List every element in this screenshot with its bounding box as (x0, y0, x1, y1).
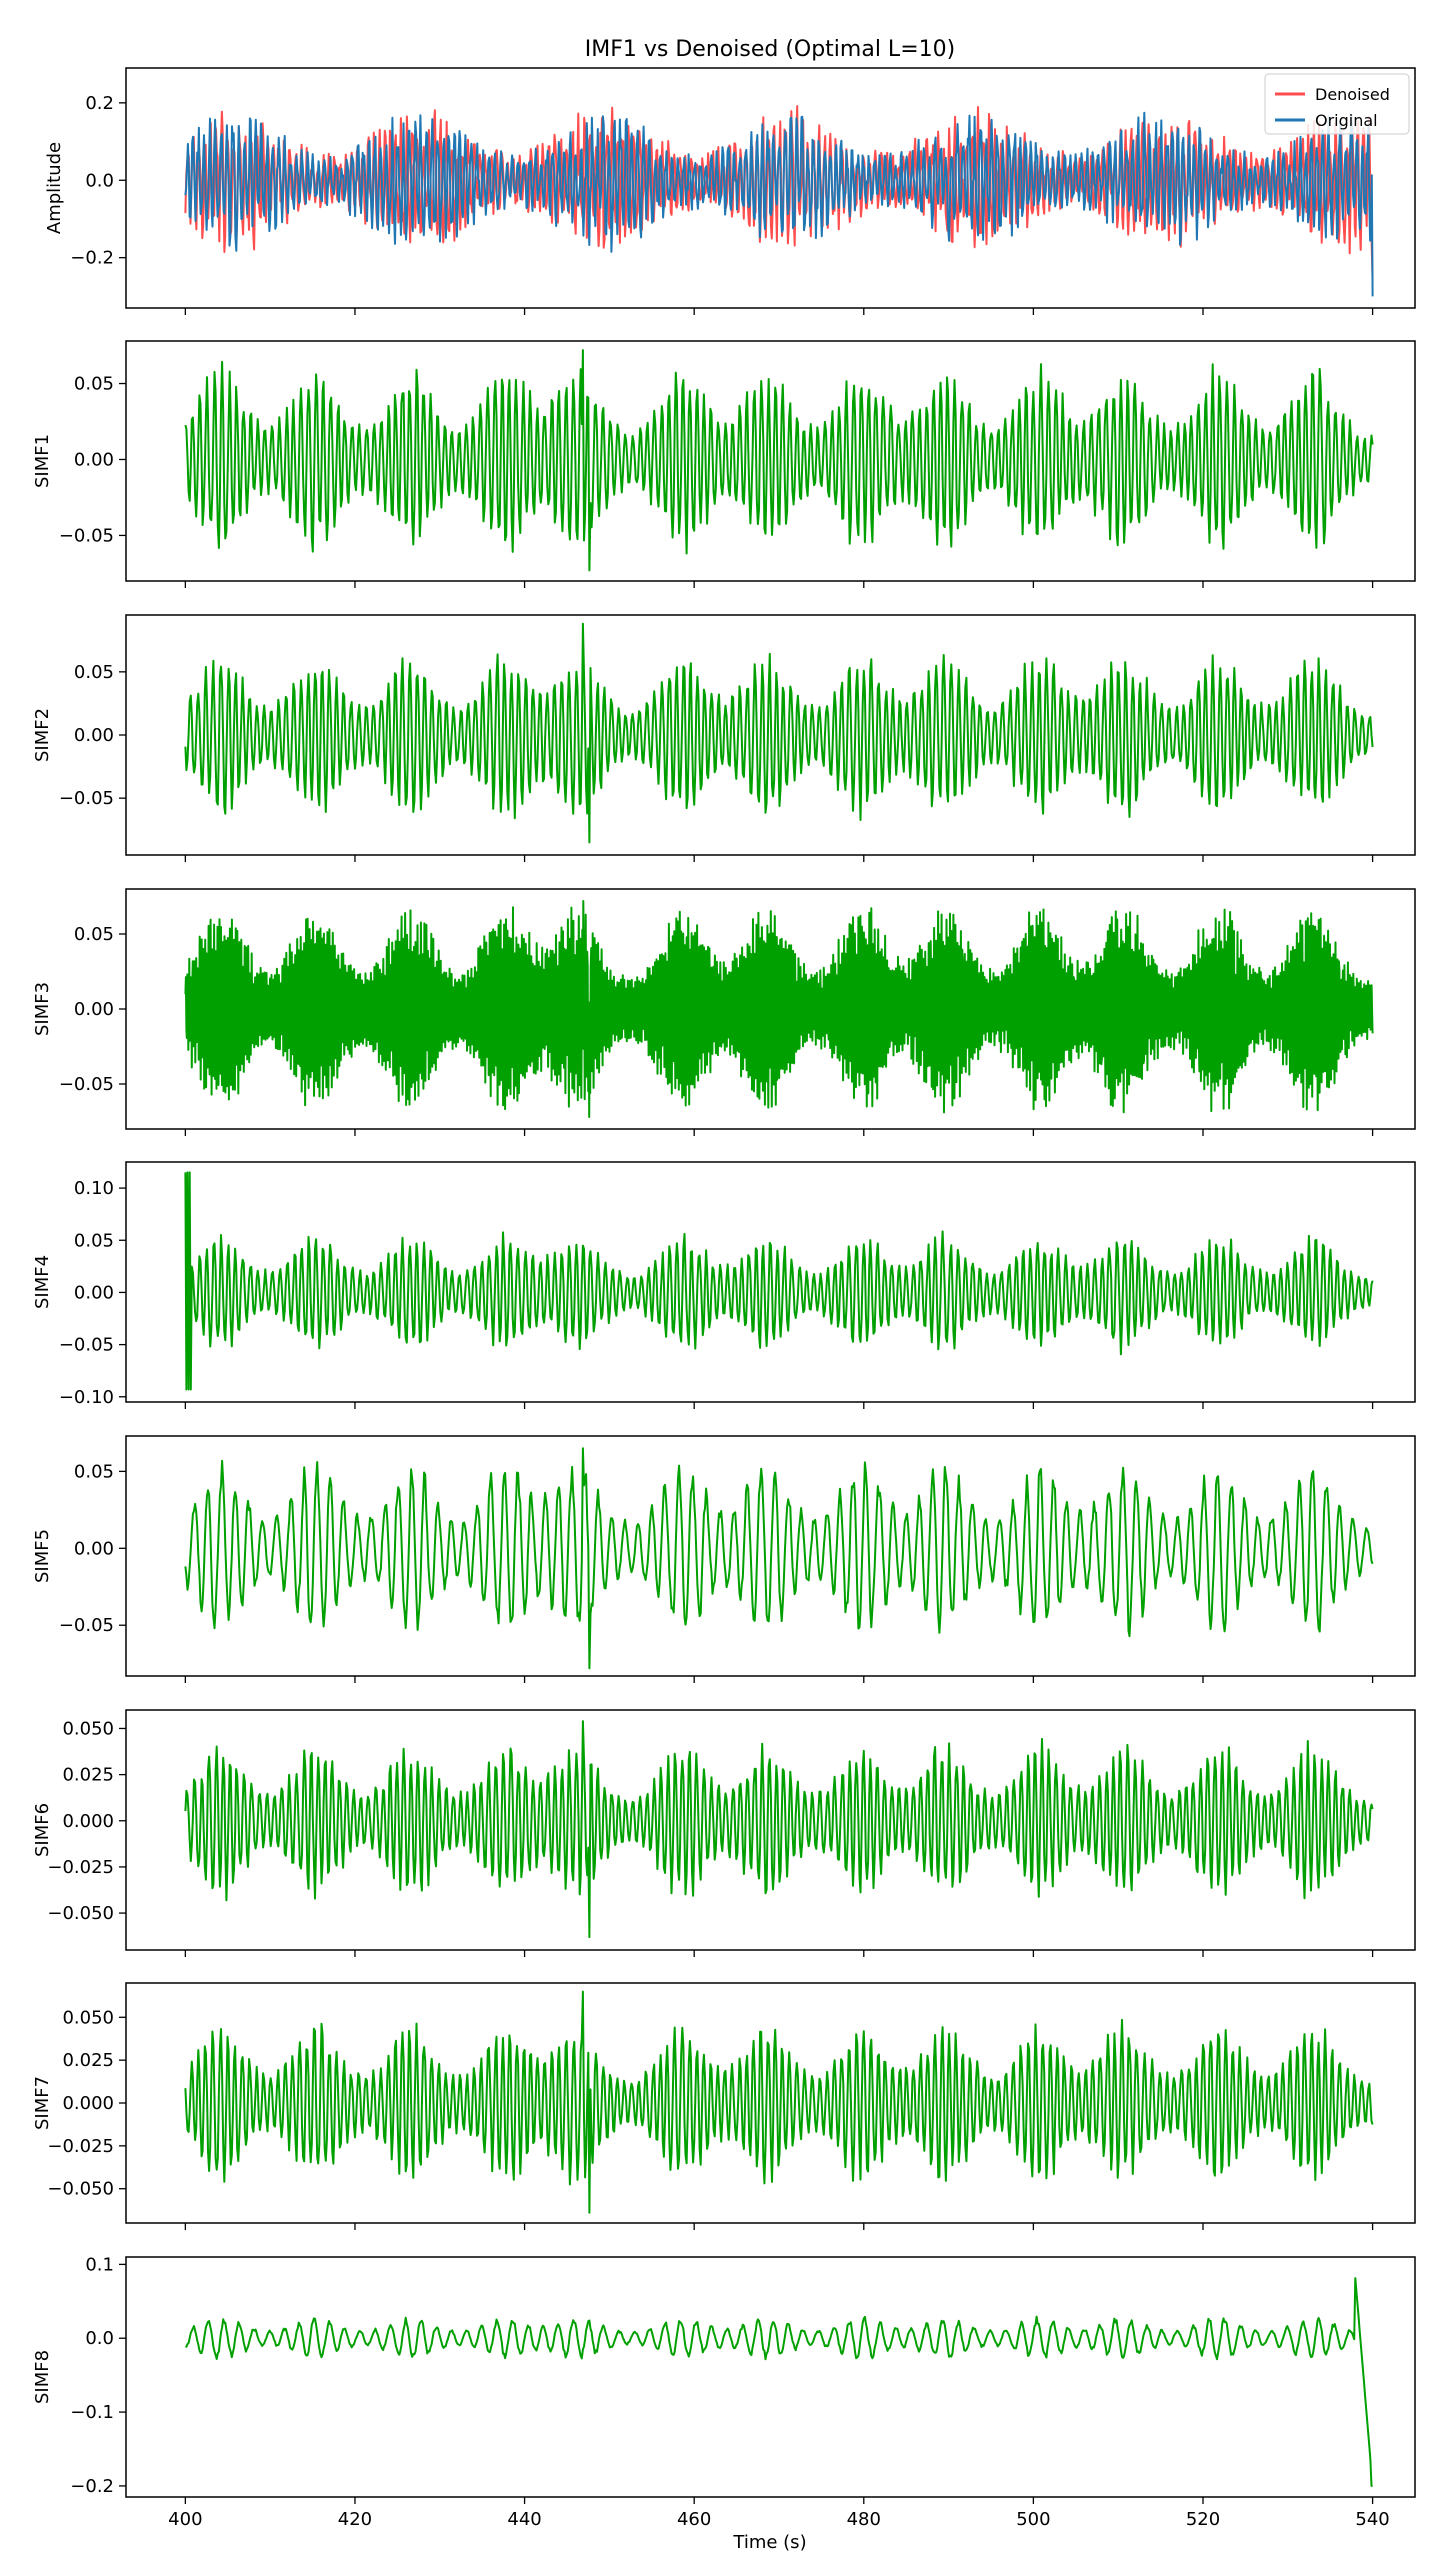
y-axis-label: SIMF3 (32, 982, 53, 1036)
y-tick-label: −0.050 (47, 2179, 114, 2200)
simf-series-line (184, 1720, 1374, 1939)
y-axis-label: SIMF1 (32, 434, 53, 488)
y-tick-label: 0.025 (62, 1765, 114, 1786)
panel-2: −0.05 0.00 0.05 SIMF1 (32, 340, 1416, 588)
y-tick-label: −0.2 (70, 2476, 114, 2497)
y-axis-label: SIMF2 (32, 708, 53, 762)
axes-frame (125, 1435, 1416, 1677)
panel-9: −0.2 −0.1 0.0 0.1 400 420 440 460 480 500 520 540 SI… (32, 2254, 1416, 2530)
y-axis-label: SIMF6 (32, 1803, 53, 1857)
y-tick-label: −0.05 (59, 525, 114, 546)
axes-frame (125, 67, 1416, 309)
y-tick-label: −0.05 (59, 788, 114, 809)
x-tick-label: 440 (507, 2509, 541, 2530)
x-tick-label: 500 (1016, 2509, 1050, 2530)
y-tick-label: 0.05 (74, 374, 114, 395)
axes-frame (125, 340, 1416, 582)
panel-4: −0.05 0.00 0.05 SIMF3 (32, 888, 1416, 1136)
simf-series-line (184, 1171, 1374, 1391)
y-axis-label: SIMF7 (32, 2076, 53, 2130)
simf-series-line (185, 2277, 1373, 2487)
y-tick-label: 0.2 (85, 93, 114, 114)
denoised-series-line (184, 105, 1374, 281)
y-tick-label: 0.00 (74, 725, 114, 746)
simf-series-line (184, 900, 1374, 1118)
x-tick-label: 420 (338, 2509, 372, 2530)
x-axis-label: Time (s) (732, 2532, 806, 2553)
simf-series-line (184, 1447, 1374, 1670)
y-tick-label: −0.050 (47, 1903, 114, 1924)
y-tick-label: 0.00 (74, 1282, 114, 1303)
y-tick-label: 0.050 (62, 1718, 114, 1739)
figure-title: IMF1 vs Denoised (Optimal L=10) (585, 37, 955, 62)
y-tick-label: 0.10 (74, 1178, 114, 1199)
y-tick-label: −0.025 (47, 2136, 114, 2157)
y-tick-label: −0.025 (47, 1857, 114, 1878)
simf-series-line (184, 1990, 1374, 2214)
y-tick-label: 0.1 (85, 2254, 114, 2275)
y-axis-label: SIMF4 (32, 1255, 53, 1309)
y-tick-label: −0.05 (59, 1615, 114, 1636)
panel-8: −0.050 −0.025 0.000 0.025 0.050 SIMF7 (32, 1982, 1416, 2230)
panel-3: −0.05 0.00 0.05 SIMF2 (32, 614, 1416, 862)
panel-5: −0.10 −0.05 0.00 0.05 0.10 SIMF4 (32, 1161, 1416, 1409)
y-tick-label: 0.05 (74, 924, 114, 945)
axes-frame (125, 2256, 1416, 2498)
panel-7: −0.050 −0.025 0.000 0.025 0.050 SIMF6 (32, 1709, 1416, 1957)
y-tick-label: 0.0 (85, 2328, 114, 2349)
x-tick-label: 400 (168, 2509, 202, 2530)
y-axis-label: Amplitude (44, 142, 65, 234)
axes-frame (125, 1709, 1416, 1951)
x-tick-label: 460 (677, 2509, 711, 2530)
legend-label: Denoised (1315, 85, 1390, 104)
y-tick-label: 0.000 (62, 1811, 114, 1832)
y-tick-label: 0.025 (62, 2050, 114, 2071)
y-tick-label: 0.05 (74, 1461, 114, 1482)
panel-1: −0.2 0.0 0.2 Amplitude Denoised Original (44, 67, 1416, 315)
y-tick-label: 0.0 (85, 170, 114, 191)
x-tick-label: 520 (1186, 2509, 1220, 2530)
y-axis-label: SIMF8 (32, 2350, 53, 2404)
y-tick-label: −0.1 (70, 2402, 114, 2423)
simf-series-line (184, 349, 1374, 572)
panel-6: −0.05 0.00 0.05 SIMF5 (32, 1435, 1416, 1683)
y-tick-label: 0.05 (74, 662, 114, 683)
y-tick-label: −0.2 (70, 248, 114, 269)
y-tick-label: 0.00 (74, 449, 114, 470)
y-tick-label: 0.050 (62, 2007, 114, 2028)
y-tick-label: −0.05 (59, 1074, 114, 1095)
y-axis-label: SIMF5 (32, 1529, 53, 1583)
original-series-line (184, 111, 1374, 297)
axes-frame (125, 1161, 1416, 1403)
x-tick-label: 480 (847, 2509, 881, 2530)
x-tick-label: 540 (1355, 2509, 1389, 2530)
y-tick-label: −0.05 (59, 1335, 114, 1356)
y-tick-label: 0.00 (74, 1538, 114, 1559)
y-tick-label: −0.10 (59, 1387, 114, 1408)
legend-label: Original (1315, 111, 1378, 130)
simf-series-line (184, 622, 1374, 844)
y-tick-label: 0.00 (74, 999, 114, 1020)
y-tick-label: 0.05 (74, 1230, 114, 1251)
y-tick-label: 0.000 (62, 2093, 114, 2114)
